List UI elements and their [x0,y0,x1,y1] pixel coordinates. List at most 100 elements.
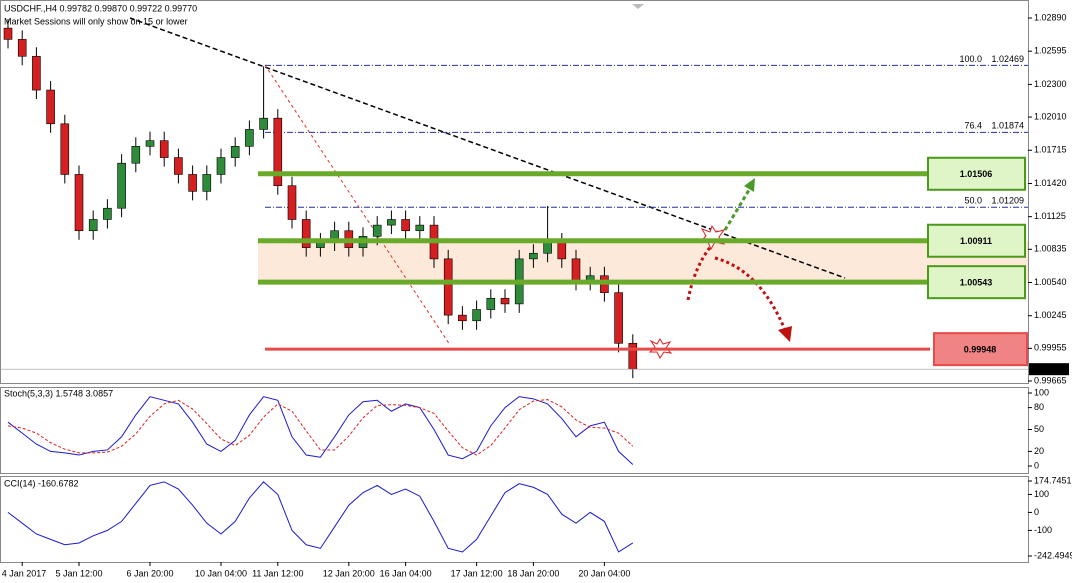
fib-level: 76.4 [964,121,982,131]
y-tick-label: 50 [1034,424,1044,434]
candle-body [287,185,297,220]
y-tick-label: 80 [1034,402,1044,412]
fib-price: 1.01874 [991,121,1024,131]
main-panel-frame [0,0,1029,384]
arrow-down [714,256,787,331]
arrow-up-head [744,178,755,192]
candle-body [458,314,467,322]
candle-body [571,258,581,282]
candle-body [230,146,240,158]
candle-body [131,146,141,164]
level-box [933,332,1028,367]
arrow-curve [686,244,714,301]
level-box [927,223,1026,258]
candle-body [614,292,623,344]
candle-body [117,162,126,209]
y-tick-label: 1.00245 [1034,310,1067,320]
y-tick-label: 1.01125 [1034,211,1066,221]
y-tick-label: 100 [1034,387,1049,397]
indicator-line [7,396,634,465]
candle-body [628,342,638,370]
y-tick-label: 0 [1034,507,1039,517]
y-tick-label: 1.02300 [1034,79,1067,89]
y-tick-label: 1.02595 [1034,46,1067,56]
level-box [927,265,1026,300]
candle-body [372,224,382,237]
x-tick-label: 11 Jan 12:00 [252,568,303,578]
candle-body [415,224,425,232]
x-tick-label: 16 Jan 04:00 [380,568,432,578]
trend-line [129,17,846,279]
fib-price: 1.01209 [991,196,1024,206]
x-tick-label: 20 Jan 04:00 [578,568,630,578]
fib-price: 1.02469 [991,54,1024,64]
candle-body [500,297,510,305]
y-tick-label: 1.00835 [1034,244,1067,254]
candle-body [401,219,410,232]
fib-diagonal [264,64,451,346]
arrow-up [723,184,754,231]
candle-body [145,140,155,147]
symbol-line: USDCHF.,H4 0.99782 0.99870 0.99722 0.997… [4,3,197,13]
level-label: 1.01506 [960,169,993,179]
y-tick-label: 0.99665 [1034,375,1067,385]
level-label: 1.00543 [960,278,993,288]
candle-body [159,140,169,158]
level-box [927,156,1026,191]
arrow-down-head [778,326,792,342]
candle-body [486,297,496,310]
y-tick-label: 1.02010 [1034,111,1067,121]
y-tick-label: -242.4949 [1034,550,1072,560]
x-tick-label: 6 Jan 20:00 [126,568,173,578]
candle-body [557,241,567,260]
candle-body [17,39,27,57]
y-tick-label: 100 [1034,489,1049,499]
fib-level: 50.0 [964,196,982,206]
candle-body [245,129,254,147]
stoch-panel-frame [0,387,1029,474]
candle-body [188,174,197,192]
indicator-title: CCI(14) -160.6782 [4,478,79,488]
x-tick-label: 4 Jan 2017 [2,568,47,578]
scroll-marker [632,4,644,9]
y-tick-label: 1.02890 [1034,12,1067,22]
candle-body [259,117,268,130]
candle-body [103,207,112,220]
candle-body [174,157,183,175]
candle-body [472,309,481,322]
current-price-label: 0.99770 [1031,364,1064,374]
candle-body [32,55,41,91]
y-tick-label: 0 [1034,460,1039,470]
candle-body [3,27,13,40]
level-label: 0.99948 [964,345,997,355]
indicator-title: Stoch(5,3,3) 1.5748 3.0857 [4,388,113,398]
x-tick-label: 5 Jan 12:00 [55,568,102,578]
fib-level: 100.0 [959,54,982,64]
x-tick-label: 10 Jan 04:00 [195,568,247,578]
candle-body [74,174,84,232]
y-tick-label: 1.01715 [1034,145,1067,155]
x-tick-label: 12 Jan 20:00 [323,568,375,578]
y-tick-label: 174.7451 [1034,475,1072,485]
candle-body [88,219,98,232]
y-tick-label: 1.01420 [1034,178,1067,188]
level-label: 1.00911 [960,236,992,246]
x-tick-label: 18 Jan 20:00 [507,568,559,578]
candle-body [529,252,538,260]
candle-body [46,89,55,125]
support-zone [258,240,1028,283]
y-tick-label: -100 [1034,525,1052,535]
y-tick-label: 0.99955 [1034,343,1067,353]
candle-body [202,174,212,192]
y-tick-label: 20 [1034,446,1044,456]
candle-body [216,157,226,175]
candle-body [543,241,552,254]
indicator-line [7,481,634,553]
candle-body [273,117,283,187]
current-price-box [1029,363,1069,376]
candle-body [387,219,396,226]
session-note: Market Sessions will only show on 15 or … [4,16,188,26]
burst-icon [698,224,726,251]
